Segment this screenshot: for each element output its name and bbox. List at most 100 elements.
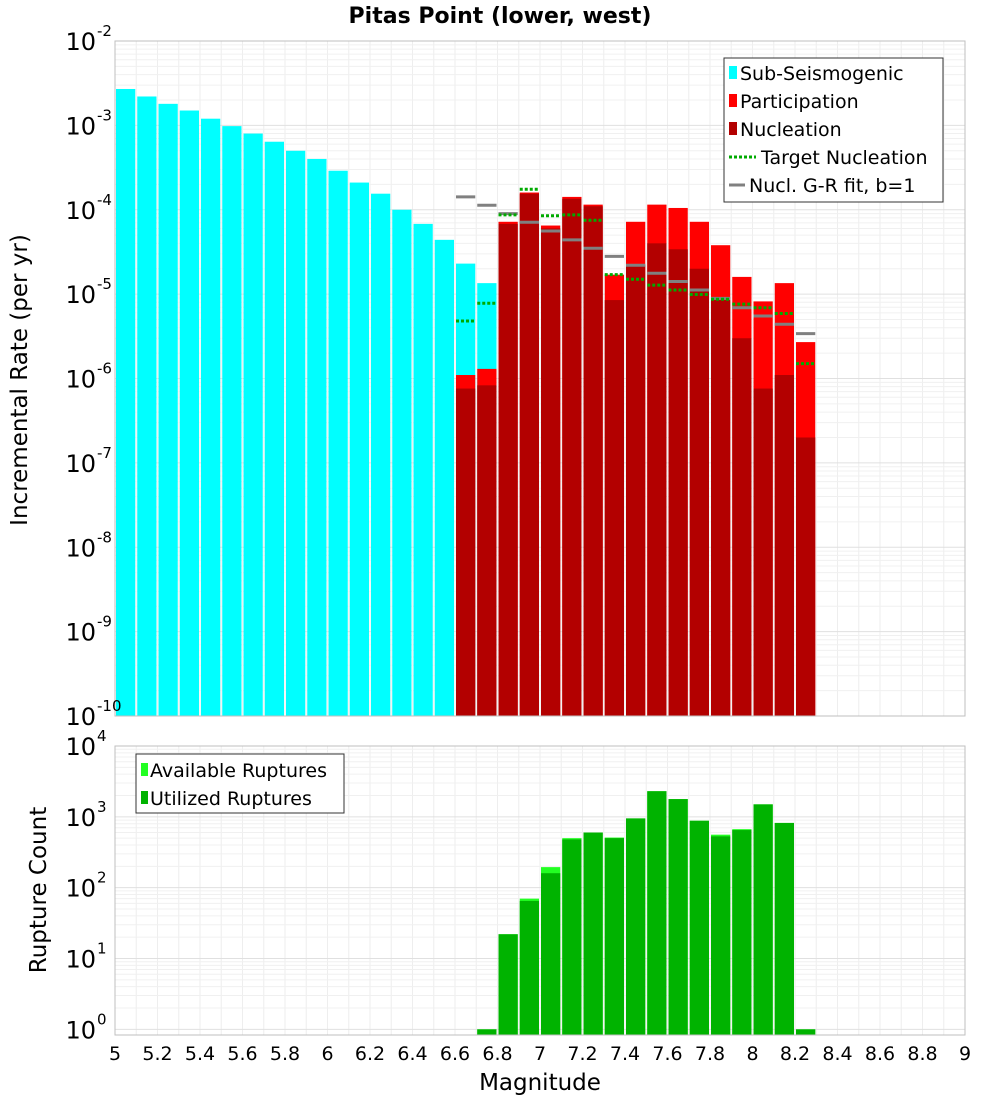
x-tick-label: 6.4 xyxy=(397,1043,427,1065)
y-tick-label: 10 xyxy=(65,366,96,394)
rate-plot-bars xyxy=(116,88,816,717)
chart-title: Pitas Point (lower, west) xyxy=(349,4,652,29)
utilized-ruptures-bar xyxy=(774,822,794,1035)
x-tick-label: 8.8 xyxy=(907,1043,937,1065)
x-tick-label: 7.8 xyxy=(695,1043,725,1065)
x-tick-label: 6.8 xyxy=(482,1043,512,1065)
x-axis-ticks: 5 5.2 5.4 5.6 5.8 6 6.2 6.4 6.6 6.8 7 7.2 7.4 7.6 7.8 8… xyxy=(109,1043,971,1065)
legend-swatch-available xyxy=(141,763,148,776)
y-tick-exponent: 2 xyxy=(97,869,107,887)
nucleation-bar xyxy=(689,268,709,716)
rate-legend-box xyxy=(723,57,944,203)
count-plot-legend: Available Ruptures Utilized Ruptures xyxy=(135,753,345,814)
y-tick-label: 10 xyxy=(65,875,96,903)
x-tick-label: 8.2 xyxy=(780,1043,810,1065)
x-tick-label: 5.4 xyxy=(185,1043,215,1065)
x-tick-label: 7.4 xyxy=(610,1043,640,1065)
utilized-ruptures-bar xyxy=(541,873,561,1035)
x-axis-label: Magnitude xyxy=(479,1070,601,1096)
x-tick-label: 5.8 xyxy=(270,1043,300,1065)
nucleation-bar xyxy=(626,265,646,716)
x-tick-label: 8.6 xyxy=(865,1043,895,1065)
utilized-ruptures-bar xyxy=(711,836,731,1035)
nucleation-bar xyxy=(711,300,731,716)
y-tick-label: 10 xyxy=(65,112,96,140)
x-tick-label: 9 xyxy=(959,1043,971,1065)
nucleation-bar xyxy=(456,388,476,716)
nucleation-bar xyxy=(753,388,773,716)
sub-seismogenic-bar xyxy=(286,150,306,716)
legend-swatch-nucleation xyxy=(729,122,737,135)
sub-seismogenic-bar xyxy=(137,96,157,716)
utilized-ruptures-bar xyxy=(668,799,688,1035)
rate-plot-legend: Sub-Seismogenic Participation Nucleation… xyxy=(723,57,944,203)
nucleation-bar xyxy=(477,385,497,716)
y-tick-exponent: 0 xyxy=(97,1010,107,1028)
y-tick-exponent: -9 xyxy=(97,613,112,631)
utilized-ruptures-bar xyxy=(753,804,773,1035)
x-tick-label: 5.6 xyxy=(227,1043,257,1065)
sub-seismogenic-bar xyxy=(222,126,242,717)
sub-seismogenic-bar xyxy=(264,141,284,716)
x-tick-label: 6.2 xyxy=(355,1043,385,1065)
utilized-ruptures-bar xyxy=(647,791,667,1035)
legend-label-participation: Participation xyxy=(740,91,859,113)
y-tick-exponent: -5 xyxy=(97,275,112,293)
x-tick-label: 5.2 xyxy=(142,1043,172,1065)
y-tick-exponent: -8 xyxy=(97,528,112,546)
legend-label-target-nucleation: Target Nucleation xyxy=(760,147,928,169)
x-tick-label: 8.4 xyxy=(822,1043,852,1065)
legend-swatch-sub-seismogenic xyxy=(729,66,737,79)
x-tick-label: 6 xyxy=(321,1043,333,1065)
sub-seismogenic-bar xyxy=(349,182,369,716)
y-tick-exponent: 1 xyxy=(97,940,107,958)
nucleation-bar xyxy=(774,375,794,716)
legend-swatch-participation xyxy=(729,94,737,107)
utilized-ruptures-bar xyxy=(477,1029,497,1035)
y-tick-exponent: -10 xyxy=(97,697,122,715)
legend-label-sub-seismogenic: Sub-Seismogenic xyxy=(740,63,904,85)
rate-plot-frame xyxy=(114,40,966,717)
sub-seismogenic-bar xyxy=(328,170,348,716)
y-tick-label: 10 xyxy=(65,450,96,478)
sub-seismogenic-bar xyxy=(434,239,454,716)
y-tick-label: 10 xyxy=(65,946,96,974)
nucleation-bar xyxy=(498,223,518,716)
y-tick-label: 10 xyxy=(65,28,96,56)
nucleation-bar xyxy=(732,338,752,716)
count-legend-box xyxy=(135,753,345,814)
nucleation-bar xyxy=(519,193,539,716)
sub-seismogenic-bar xyxy=(116,88,136,716)
x-tick-label: 5 xyxy=(109,1043,121,1065)
count-plot-y-label: Rupture Count xyxy=(26,807,52,973)
nucleation-bar xyxy=(583,206,603,716)
sub-seismogenic-bar xyxy=(413,223,433,716)
y-tick-exponent: -4 xyxy=(97,191,112,209)
sub-seismogenic-bar xyxy=(179,110,199,716)
y-tick-exponent: 4 xyxy=(97,727,107,745)
y-tick-exponent: -2 xyxy=(97,22,112,40)
x-tick-label: 7.2 xyxy=(567,1043,597,1065)
utilized-ruptures-bar xyxy=(562,839,582,1035)
nucleation-bar xyxy=(604,300,624,716)
y-tick-label: 10 xyxy=(65,281,96,309)
y-tick-exponent: -7 xyxy=(97,444,112,462)
utilized-ruptures-bar xyxy=(796,1029,816,1035)
y-tick-exponent: -3 xyxy=(97,106,112,124)
rate-plot-fit-lines xyxy=(456,187,816,366)
y-tick-label: 10 xyxy=(65,703,96,731)
y-tick-label: 10 xyxy=(65,619,96,647)
x-tick-label: 7 xyxy=(534,1043,546,1065)
sub-seismogenic-bar xyxy=(243,133,263,717)
nucleation-bar xyxy=(541,228,561,716)
utilized-ruptures-bar xyxy=(604,838,624,1035)
utilized-ruptures-bar xyxy=(732,830,752,1035)
y-tick-exponent: -6 xyxy=(97,360,112,378)
legend-label-nucleation: Nucleation xyxy=(740,119,842,141)
legend-label-available: Available Ruptures xyxy=(150,760,327,782)
sub-seismogenic-bar xyxy=(392,209,412,716)
